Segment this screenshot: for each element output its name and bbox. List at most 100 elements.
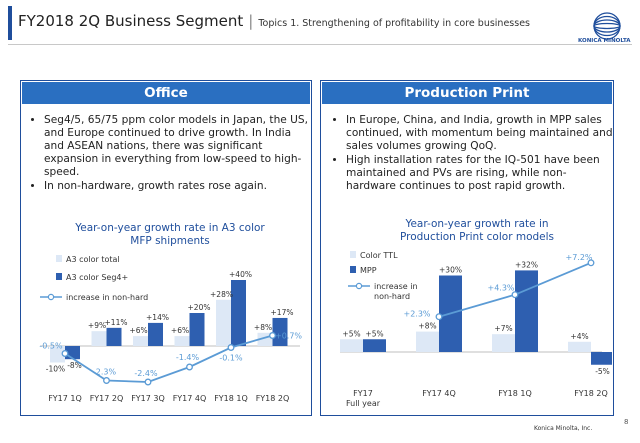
line-point-label: +2.3% (403, 310, 430, 319)
bar-total-label: +4% (570, 332, 588, 341)
bar-segment (272, 317, 288, 346)
legend-bar-swatch (56, 255, 62, 262)
bar-segment-label: +14% (146, 313, 169, 322)
category-label: FY18 1Q (498, 389, 532, 398)
bar-segment (189, 313, 205, 346)
office-heading: Office (22, 82, 310, 104)
konica-minolta-logo-icon (593, 12, 621, 40)
office-chart-title: Year-on-year growth rate in A3 color MFP… (40, 222, 300, 248)
bar-total (492, 334, 515, 352)
line-point (587, 259, 595, 267)
legend-label-line: non-hard (374, 292, 410, 301)
line-point (435, 313, 443, 321)
bar-segment-label: +30% (439, 266, 462, 275)
logo-wordmark: KONICA MINOLTA (578, 38, 631, 44)
title-accent-bar (8, 6, 12, 40)
legend-line-marker (355, 282, 363, 290)
production-chart-title: Year-on-year growth rate in Production P… (372, 218, 582, 244)
bar-segment-label: -5% (595, 367, 610, 376)
legend-label: A3 color Seg4+ (66, 273, 128, 282)
bar-total-label: +8% (418, 322, 436, 331)
page-number: 8 (624, 418, 629, 426)
legend-label-line: increase in (374, 282, 418, 291)
office-chart-title-line1: Year-on-year growth rate in A3 color (75, 222, 265, 234)
line-point-label: +0.7% (275, 332, 302, 341)
bar-total (174, 336, 190, 346)
line-point-label: -2.4% (134, 369, 158, 378)
bar-segment (515, 270, 538, 352)
bar-segment-label: -8% (67, 361, 82, 370)
line-point-label: +4.3% (487, 284, 514, 293)
category-label: FY18 1Q (214, 394, 248, 403)
bar-total (340, 339, 363, 352)
legend-bar-swatch (350, 251, 356, 258)
bar-segment-label: +11% (105, 318, 128, 327)
bar-segment (591, 352, 612, 365)
bar-total-label: +28% (210, 290, 233, 299)
bar-total (216, 299, 231, 346)
footer-brand: Konica Minolta, Inc. (534, 425, 593, 432)
office-panel (20, 80, 312, 416)
line-point-label: -1.4% (176, 353, 200, 362)
line-point (227, 344, 235, 351)
bar-total-label: -10% (46, 365, 65, 374)
title-separator: | (248, 12, 254, 30)
bar-total (133, 336, 148, 346)
bar-segment-label: +20% (188, 303, 211, 312)
header-divider (8, 44, 632, 45)
bar-total-label: +9% (88, 321, 106, 330)
line-point-label: -0.5% (39, 342, 63, 351)
bar-total-label: +5% (342, 329, 360, 338)
legend-label: A3 color total (66, 255, 120, 264)
office-bullet: In non-hardware, growth rates rose again… (44, 180, 312, 193)
bar-total-label: +8% (254, 323, 272, 332)
bar-total-label: +7% (494, 324, 512, 333)
legend-bar-swatch (350, 266, 356, 273)
title-main: FY2018 2Q Business Segment (18, 12, 244, 30)
page-title: FY2018 2Q Business Segment | Topics 1. Str… (18, 12, 530, 30)
category-label: FY17 2Q (90, 394, 124, 403)
category-label: FY18 2Q (256, 394, 290, 403)
bar-total-label: +6% (171, 326, 189, 335)
bar-segment (148, 322, 163, 346)
line-point (186, 363, 193, 371)
legend-line-marker (47, 293, 55, 301)
category-label: Full year (346, 399, 381, 408)
production-chart-title-line2: Production Print color models (399, 231, 555, 243)
bar-segment-label: +5% (365, 329, 383, 338)
legend-label: increase in non-hard (374, 282, 418, 301)
line-point-label: +7.2% (565, 253, 592, 262)
bar-segment (231, 280, 246, 346)
bar-total (568, 341, 591, 352)
legend-bar-swatch (56, 273, 62, 280)
bar-segment (106, 327, 122, 346)
line-point (269, 332, 276, 339)
production-bullet: High installation rates for the IQ-501 h… (346, 154, 616, 193)
office-bullet: Seg4/5, 65/75 ppm color models in Japan,… (44, 114, 312, 179)
line-point-label: -2.3% (93, 368, 117, 377)
production-panel (320, 80, 614, 416)
production-chart: Color TTL MPP increase in non-hard +5% +5% FY1… (340, 251, 612, 408)
production-bullet: In Europe, China, and India, growth in M… (346, 114, 616, 153)
category-label: FY17 1Q (48, 394, 82, 403)
production-chart-title-line1: Year-on-year growth rate in (405, 218, 549, 230)
bar-total-label: +6% (129, 326, 147, 335)
bar-segment-label: +40% (229, 270, 252, 279)
bar-total (50, 346, 65, 363)
bar-segment-label: +17% (271, 308, 294, 317)
line-point (103, 377, 110, 384)
line-point (511, 291, 519, 299)
line-point (144, 378, 152, 386)
category-label: FY17 4Q (422, 389, 456, 398)
bar-total (416, 331, 439, 352)
category-label: FY17 3Q (131, 394, 165, 403)
category-label: FY17 (353, 389, 373, 398)
bar-total (91, 331, 107, 346)
office-chart: A3 color total A3 color Seg4+ increase in … (39, 255, 302, 403)
bar-segment (363, 339, 386, 352)
production-heading: Production Print (322, 82, 612, 104)
legend-label: Color TTL (360, 251, 398, 260)
legend-label: MPP (360, 266, 377, 275)
line-point-label: -0.1% (219, 354, 243, 363)
production-bullets: In Europe, China, and India, growth in M… (332, 114, 616, 194)
